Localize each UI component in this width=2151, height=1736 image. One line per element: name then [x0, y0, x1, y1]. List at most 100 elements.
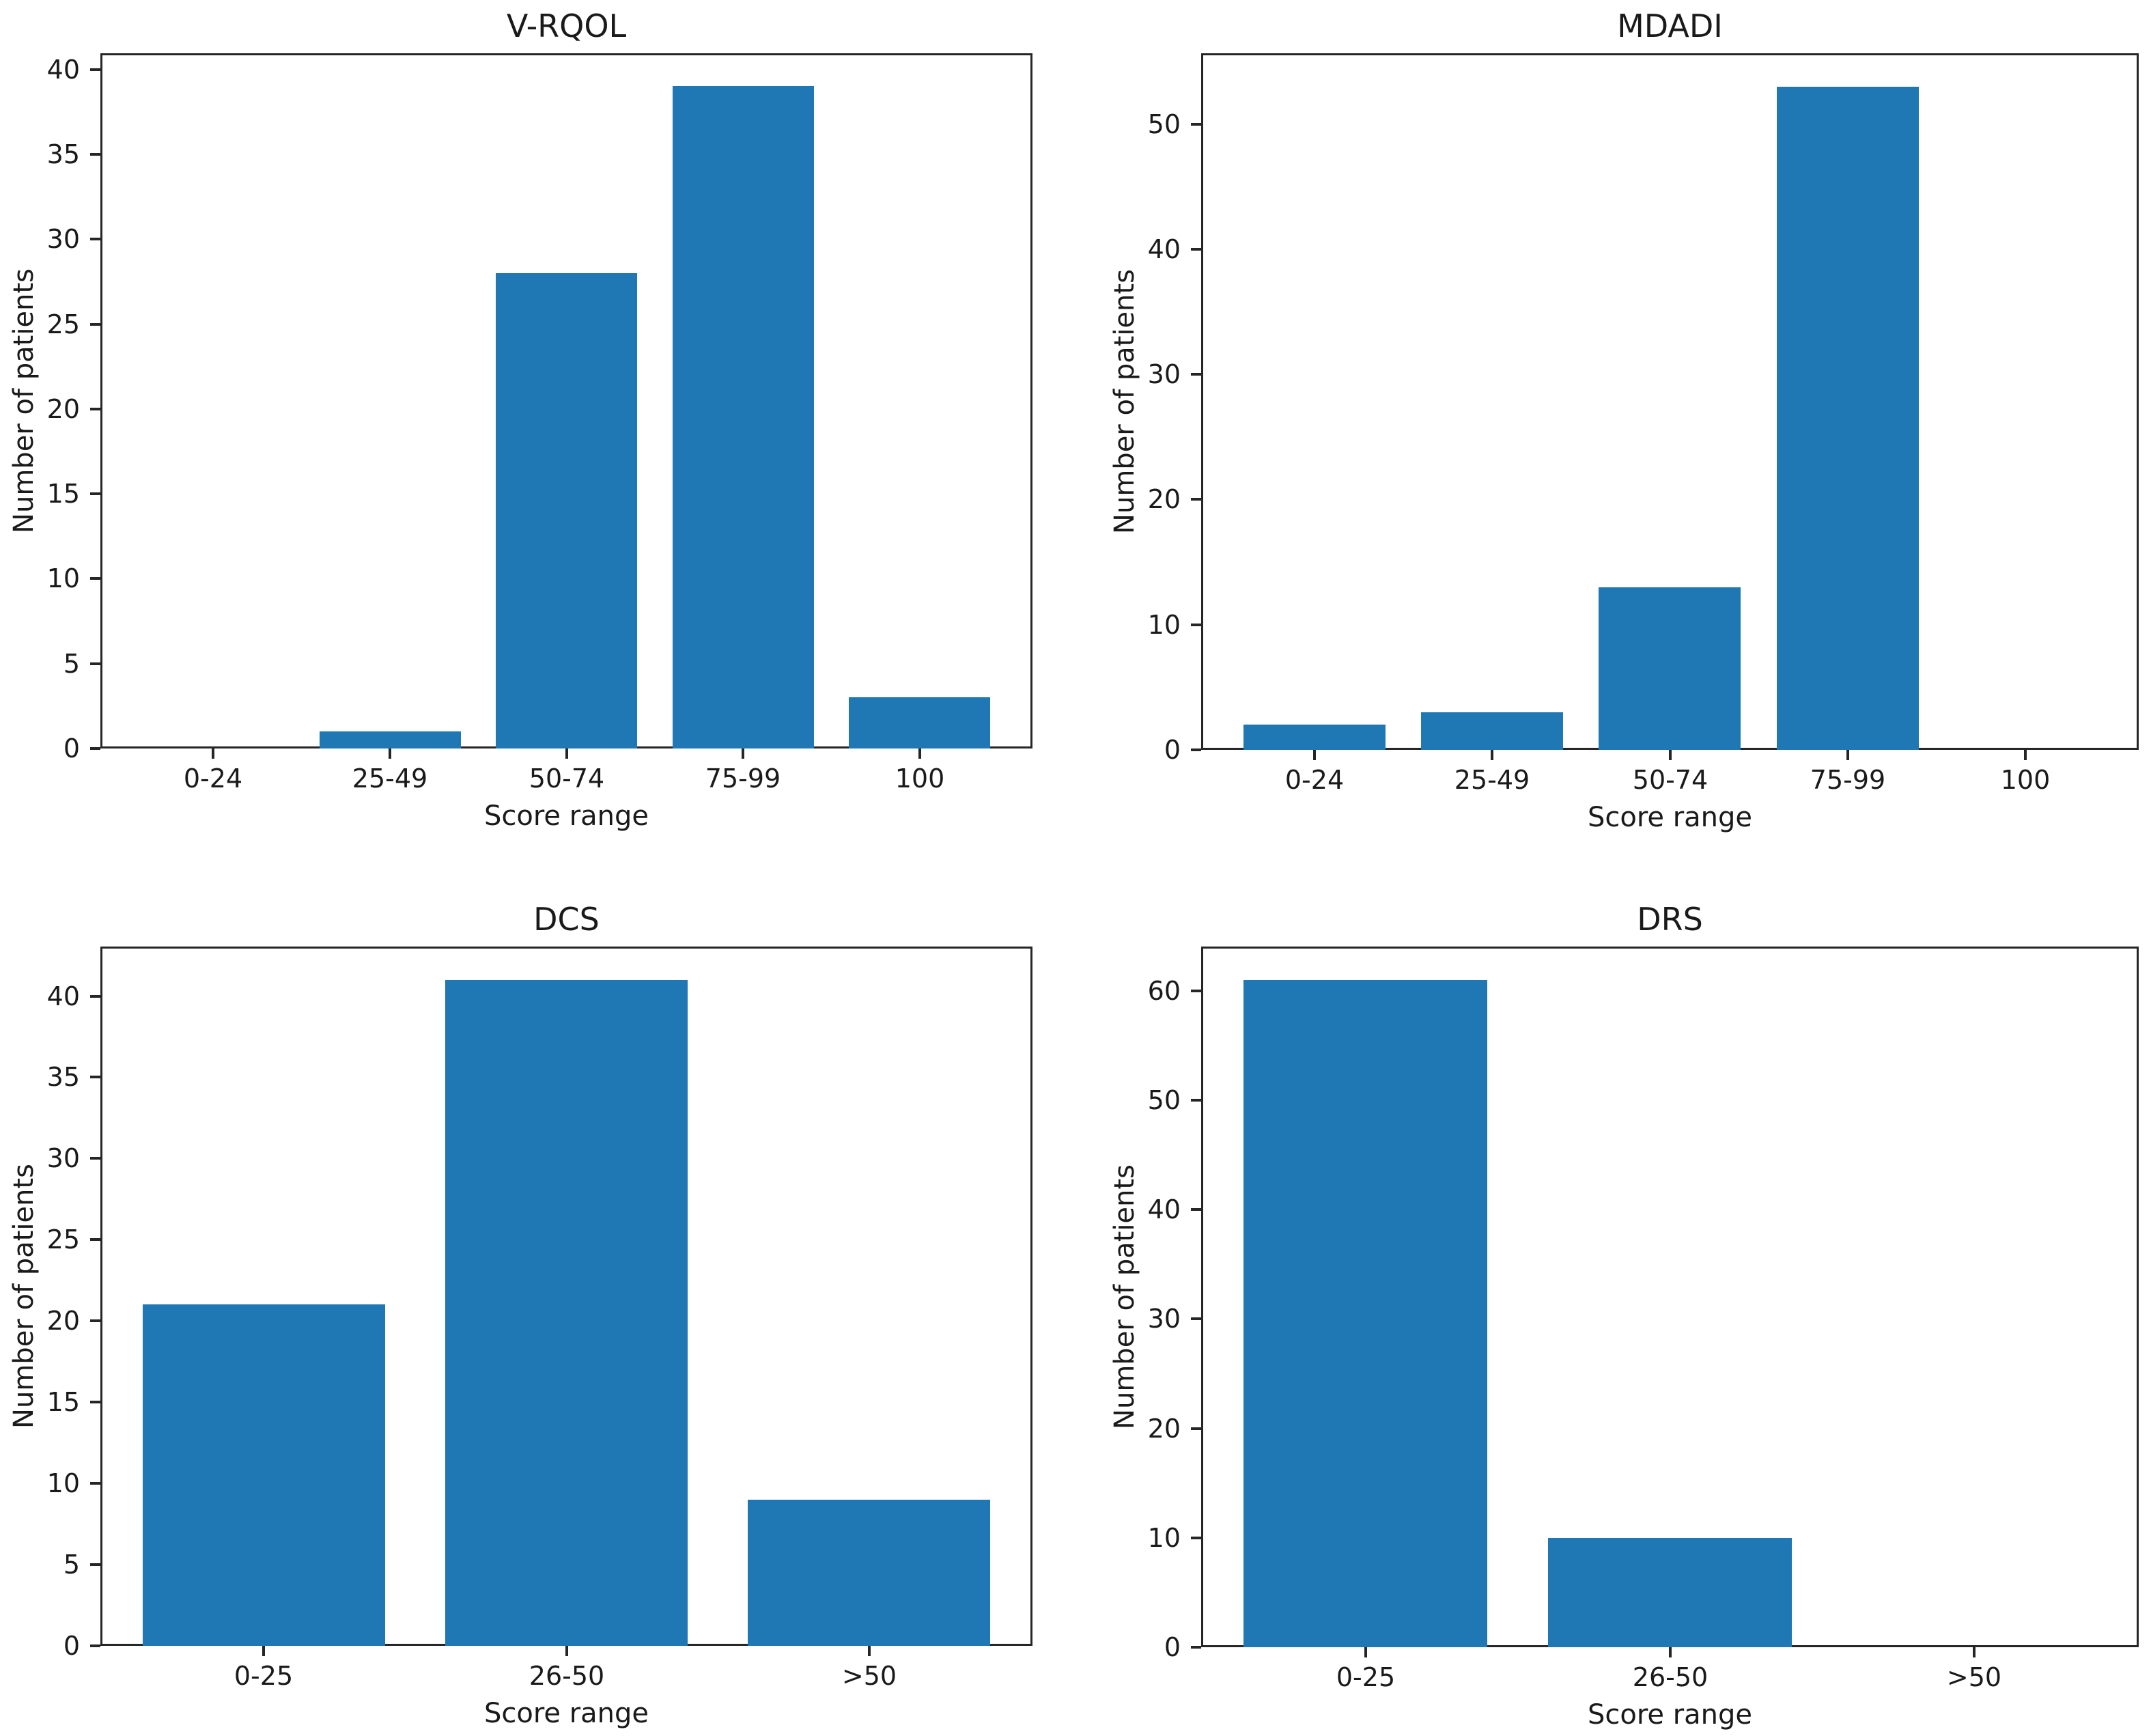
- y-tick-mark: [1191, 1208, 1201, 1211]
- y-tick-label: 60: [1147, 976, 1181, 1006]
- x-tick-label: >50: [841, 1661, 897, 1691]
- y-tick-label: 40: [46, 981, 80, 1011]
- chart-title: DCS: [533, 901, 600, 938]
- x-axis-label: Score range: [483, 800, 649, 832]
- bar-dcs-26-50: [445, 980, 688, 1646]
- x-tick-label: 25-49: [352, 764, 428, 794]
- y-tick-mark: [1191, 624, 1201, 626]
- y-tick-mark: [90, 577, 100, 580]
- x-tick-label: 75-99: [705, 764, 781, 794]
- chart-title: MDADI: [1617, 8, 1723, 44]
- x-tick-mark: [1846, 750, 1849, 760]
- bar-v-rqol-100: [849, 697, 990, 748]
- y-tick-mark: [1191, 498, 1201, 501]
- y-tick-mark: [1191, 1537, 1201, 1539]
- y-tick-mark: [1191, 990, 1201, 992]
- y-axis-label: Number of patients: [8, 268, 40, 533]
- y-tick-label: 20: [1147, 1414, 1181, 1444]
- x-tick-label: >50: [1946, 1662, 2002, 1692]
- x-tick-mark: [565, 748, 568, 759]
- bar-v-rqol-75-99: [673, 86, 814, 748]
- y-tick-label: 10: [1147, 610, 1181, 640]
- y-tick-label: 40: [1147, 234, 1181, 264]
- x-tick-label: 50-74: [1632, 765, 1709, 795]
- y-tick-mark: [1191, 1427, 1201, 1430]
- y-tick-mark: [90, 1401, 100, 1403]
- x-tick-mark: [1313, 750, 1316, 760]
- y-tick-label: 50: [1147, 109, 1181, 139]
- chart-title: V-RQOL: [506, 8, 627, 44]
- x-tick-mark: [1364, 1647, 1367, 1657]
- x-tick-mark: [868, 1646, 871, 1656]
- bar-mdadi-0-24: [1243, 725, 1386, 750]
- y-tick-label: 30: [1147, 359, 1181, 389]
- y-tick-mark: [1191, 123, 1201, 126]
- y-tick-label: 0: [1164, 735, 1181, 765]
- y-tick-mark: [90, 1157, 100, 1160]
- x-axis-label: Score range: [483, 1698, 649, 1729]
- y-axis-label: Number of patients: [1109, 269, 1140, 534]
- y-tick-mark: [90, 1076, 100, 1078]
- bar-mdadi-75-99: [1777, 87, 1919, 750]
- chart-title: DRS: [1637, 901, 1703, 938]
- x-tick-label: 26-50: [1632, 1662, 1709, 1692]
- x-tick-label: 0-24: [1284, 765, 1345, 795]
- y-tick-mark: [90, 747, 100, 750]
- x-tick-label: 75-99: [1810, 765, 1886, 795]
- y-tick-mark: [90, 238, 100, 240]
- y-tick-mark: [1191, 1317, 1201, 1320]
- y-tick-mark: [90, 323, 100, 326]
- y-tick-label: 40: [46, 55, 80, 85]
- x-tick-label: 0-25: [234, 1661, 294, 1691]
- bar-v-rqol-25-49: [320, 731, 461, 748]
- y-tick-label: 25: [46, 1224, 80, 1255]
- y-tick-mark: [90, 153, 100, 156]
- y-tick-mark: [90, 68, 100, 71]
- y-tick-mark: [1191, 248, 1201, 251]
- y-tick-label: 35: [46, 139, 80, 169]
- y-tick-mark: [1191, 1646, 1201, 1649]
- bar-v-rqol-50-74: [496, 273, 637, 748]
- y-tick-label: 20: [1147, 484, 1181, 514]
- x-tick-mark: [262, 1646, 265, 1656]
- y-tick-label: 30: [46, 224, 80, 254]
- x-tick-mark: [212, 748, 214, 759]
- y-tick-mark: [90, 1238, 100, 1241]
- y-tick-label: 10: [46, 563, 80, 593]
- bar-dcs-0-25: [143, 1304, 385, 1646]
- bar-drs-26-50: [1548, 1538, 1792, 1647]
- y-tick-label: 0: [1164, 1632, 1181, 1662]
- bar-mdadi-50-74: [1599, 587, 1741, 750]
- x-tick-mark: [742, 748, 744, 759]
- x-tick-mark: [1491, 750, 1493, 760]
- y-tick-mark: [1191, 1099, 1201, 1102]
- x-tick-label: 100: [895, 764, 945, 794]
- bar-dcs->50: [748, 1500, 990, 1646]
- y-tick-mark: [90, 662, 100, 665]
- y-tick-mark: [90, 408, 100, 410]
- y-tick-label: 40: [1147, 1194, 1181, 1224]
- y-axis-label: Number of patients: [8, 1164, 40, 1429]
- y-tick-label: 10: [1147, 1523, 1181, 1553]
- y-tick-label: 0: [63, 1631, 80, 1661]
- y-tick-label: 5: [63, 1550, 80, 1580]
- y-tick-mark: [90, 492, 100, 495]
- y-tick-mark: [1191, 748, 1201, 751]
- y-tick-label: 15: [46, 479, 80, 509]
- x-tick-label: 0-25: [1336, 1662, 1396, 1692]
- x-tick-label: 50-74: [529, 764, 605, 794]
- x-tick-mark: [918, 748, 921, 759]
- x-tick-label: 26-50: [529, 1661, 605, 1691]
- x-tick-mark: [1669, 1647, 1672, 1657]
- x-tick-mark: [1669, 750, 1672, 760]
- y-tick-mark: [90, 1644, 100, 1647]
- y-tick-mark: [90, 1563, 100, 1566]
- y-tick-label: 25: [46, 309, 80, 339]
- bar-drs-0-25: [1243, 980, 1487, 1647]
- x-tick-label: 100: [2000, 765, 2051, 795]
- y-tick-mark: [90, 1482, 100, 1485]
- x-tick-mark: [1973, 1647, 1976, 1657]
- y-tick-label: 0: [63, 733, 80, 764]
- x-tick-label: 0-24: [183, 764, 243, 794]
